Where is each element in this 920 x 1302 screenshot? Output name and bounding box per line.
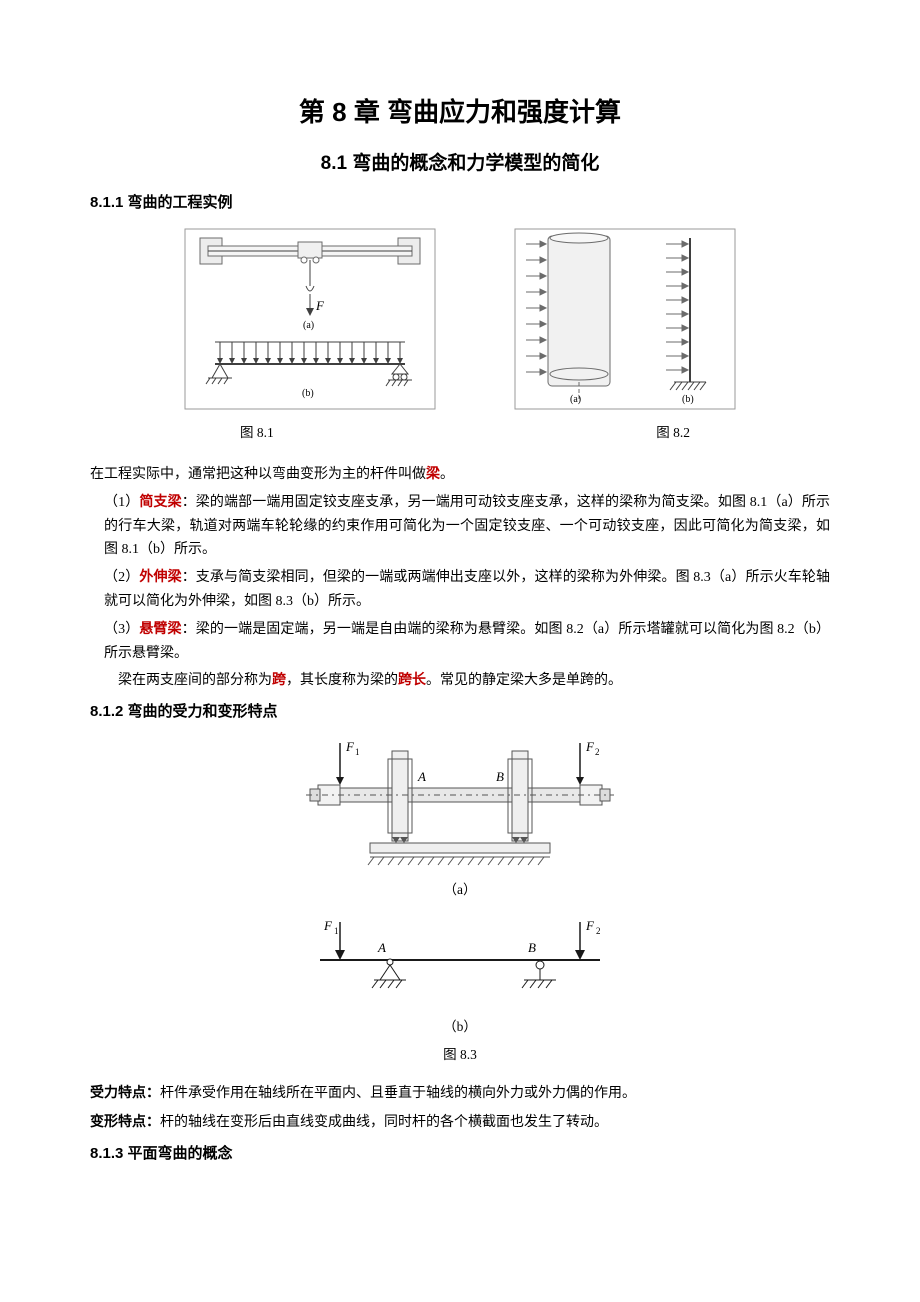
svg-text:A: A xyxy=(377,940,386,955)
span-post: 。常见的静定梁大多是单跨的。 xyxy=(426,673,622,688)
span-t1: 跨 xyxy=(272,673,286,688)
svg-text:B: B xyxy=(528,940,536,955)
deform-text: 杆的轴线在变形后由直线变成曲线，同时杆的各个横截面也发生了转动。 xyxy=(160,1115,608,1130)
intro-line: 在工程实际中，通常把这种以弯曲变形为主的杆件叫做梁。 xyxy=(90,463,830,487)
span-mid: ，其长度称为梁的 xyxy=(286,673,398,688)
fig81-svg: F (a) xyxy=(180,224,440,414)
term-liang: 梁 xyxy=(426,467,440,482)
item3-term: 悬臂梁 xyxy=(139,622,181,637)
caption-row-1: 图 8.1 图 8.2 xyxy=(110,422,810,445)
svg-text:F: F xyxy=(345,739,355,754)
item1-body: ：梁的端部一端用固定铰支座支承，另一端用可动铰支座支承，这样的梁称为简支梁。如图… xyxy=(104,495,830,558)
intro-pre: 在工程实际中，通常把这种以弯曲变形为主的杆件叫做 xyxy=(90,467,426,482)
intro-post: 。 xyxy=(440,467,454,482)
fig83a-svg: F1 F2 A B xyxy=(300,733,620,873)
item2-num: （2） xyxy=(104,570,139,585)
svg-text:F: F xyxy=(323,918,333,933)
item3-num: （3） xyxy=(104,622,139,637)
figure-8-2: (a) (b) xyxy=(510,224,740,414)
fig81-caption: 图 8.1 xyxy=(240,422,274,445)
span-line: 梁在两支座间的部分称为跨，其长度称为梁的跨长。常见的静定梁大多是单跨的。 xyxy=(90,669,830,693)
fig82-caption: 图 8.2 xyxy=(656,422,690,445)
svg-text:F: F xyxy=(585,739,595,754)
item1-num: （1） xyxy=(104,495,139,510)
item2-term: 外伸梁 xyxy=(139,570,181,585)
svg-text:(b): (b) xyxy=(682,394,694,405)
subsection-813: 8.1.3 平面弯曲的概念 xyxy=(90,1141,830,1167)
span-pre: 梁在两支座间的部分称为 xyxy=(118,673,272,688)
subsection-812: 8.1.2 弯曲的受力和变形特点 xyxy=(90,699,830,725)
item1-term: 简支梁 xyxy=(139,495,181,510)
svg-text:(a): (a) xyxy=(570,394,581,405)
figure-8-1: F (a) xyxy=(180,224,440,414)
fig83a-label: （a） xyxy=(444,879,477,902)
fig83-caption: 图 8.3 xyxy=(443,1044,477,1067)
deform-point: 变形特点：杆的轴线在变形后由直线变成曲线，同时杆的各个横截面也发生了转动。 xyxy=(90,1110,830,1135)
item-3: （3）悬臂梁：梁的一端是固定端，另一端是自由端的梁称为悬臂梁。如图 8.2（a）… xyxy=(90,618,830,666)
subsection-811: 8.1.1 弯曲的工程实例 xyxy=(90,190,830,216)
figure-8-3a: F1 F2 A B （a） xyxy=(90,733,830,902)
svg-text:F: F xyxy=(585,918,595,933)
chapter-title: 第 8 章 弯曲应力和强度计算 xyxy=(90,90,830,134)
force-text: 杆件承受作用在轴线所在平面内、且垂直于轴线的横向外力或外力偶的作用。 xyxy=(160,1086,636,1101)
deform-label: 变形特点： xyxy=(90,1113,160,1129)
svg-text:1: 1 xyxy=(334,926,339,936)
section-title: 8.1 弯曲的概念和力学模型的简化 xyxy=(90,148,830,180)
force-point: 受力特点：杆件承受作用在轴线所在平面内、且垂直于轴线的横向外力或外力偶的作用。 xyxy=(90,1081,830,1106)
item3-body: ：梁的一端是固定端，另一端是自由端的梁称为悬臂梁。如图 8.2（a）所示塔罐就可… xyxy=(104,622,830,661)
figure-8-3b: F1 F2 A B （b） 图 8.3 xyxy=(90,910,830,1068)
fig82-svg: (a) (b) xyxy=(510,224,740,414)
item2-body: ：支承与简支梁相同，但梁的一端或两端伸出支座以外，这样的梁称为外伸梁。图 8.3… xyxy=(104,570,830,609)
svg-text:2: 2 xyxy=(595,747,600,757)
item-1: （1）简支梁：梁的端部一端用固定铰支座支承，另一端用可动铰支座支承，这样的梁称为… xyxy=(90,491,830,562)
figure-row-1: F (a) xyxy=(90,224,830,414)
svg-text:B: B xyxy=(496,769,504,784)
svg-text:1: 1 xyxy=(355,747,360,757)
item-2: （2）外伸梁：支承与简支梁相同，但梁的一端或两端伸出支座以外，这样的梁称为外伸梁… xyxy=(90,566,830,614)
fig83b-label: （b） xyxy=(443,1016,477,1039)
svg-text:F: F xyxy=(315,298,325,313)
fig83b-svg: F1 F2 A B xyxy=(300,910,620,1010)
svg-text:A: A xyxy=(417,769,426,784)
span-t2: 跨长 xyxy=(398,673,426,688)
svg-text:(b): (b) xyxy=(302,388,314,399)
force-label: 受力特点： xyxy=(90,1084,160,1100)
svg-text:2: 2 xyxy=(596,926,601,936)
svg-text:(a): (a) xyxy=(303,320,314,331)
